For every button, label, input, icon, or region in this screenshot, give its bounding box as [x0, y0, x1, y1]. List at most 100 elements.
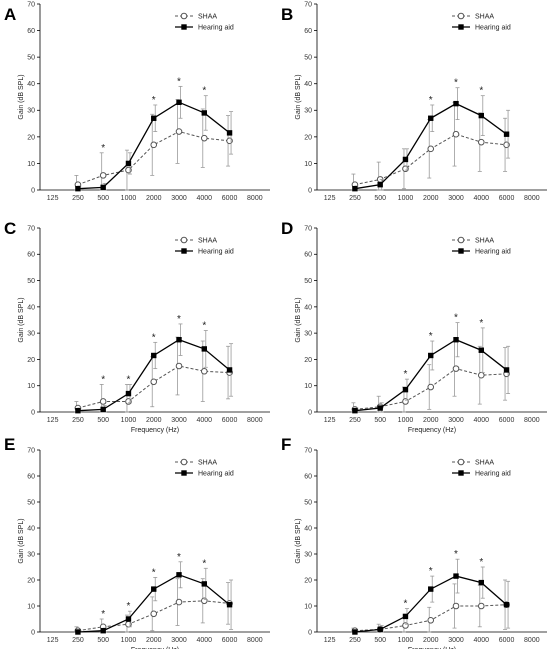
x-tick-label: 2000 — [146, 417, 162, 424]
significance-star: * — [479, 86, 483, 97]
panel-letter: A — [4, 5, 16, 24]
legend-label-hearing-aid: Hearing aid — [198, 471, 234, 478]
data-point-hearing-aid — [75, 185, 81, 192]
y-tick-label: 20 — [27, 577, 35, 584]
legend-label-shaa: SHAA — [198, 460, 217, 467]
x-tick-label: 8000 — [524, 195, 540, 202]
data-point-hearing-aid — [478, 347, 484, 353]
x-tick-label: 3000 — [171, 417, 187, 424]
data-point-hearing-aid — [428, 586, 434, 592]
x-tick-label: 2000 — [146, 637, 162, 644]
data-point-hearing-aid — [478, 112, 484, 119]
x-axis-title: Frequency (Hz) — [131, 427, 179, 434]
data-point-hearing-aid — [151, 115, 157, 121]
x-tick-label: 1000 — [121, 417, 137, 424]
data-point-hearing-aid — [377, 405, 383, 411]
x-tick-label: 125 — [324, 637, 336, 644]
significance-star: * — [479, 318, 483, 329]
x-tick-label: 500 — [374, 637, 386, 644]
data-point-shaa — [200, 367, 208, 375]
significance-star: * — [202, 321, 206, 332]
legend-label-hearing-aid: Hearing aid — [198, 25, 234, 32]
legend-marker-shaa — [457, 12, 465, 20]
legend-label-shaa: SHAA — [475, 14, 494, 21]
significance-star: * — [127, 601, 131, 612]
y-tick-label: 40 — [27, 525, 35, 532]
x-tick-label: 6000 — [222, 417, 238, 424]
x-tick-label: 3000 — [448, 195, 464, 202]
x-tick-label: 4000 — [196, 195, 212, 202]
significance-star: * — [177, 552, 181, 563]
y-tick-label: 10 — [304, 161, 312, 168]
legend: SHAA Hearing aid — [175, 236, 234, 256]
y-tick-label: 40 — [304, 81, 312, 88]
y-tick-label: 70 — [27, 1, 35, 8]
legend-label-hearing-aid: Hearing aid — [475, 249, 511, 256]
data-point-hearing-aid — [428, 115, 434, 121]
x-tick-label: 125 — [324, 195, 336, 202]
data-point-hearing-aid — [453, 100, 459, 107]
x-tick-label: 1000 — [398, 637, 414, 644]
data-point-shaa — [452, 130, 460, 138]
x-tick-label: 250 — [72, 637, 84, 644]
data-point-hearing-aid — [377, 181, 383, 188]
y-tick-label: 50 — [27, 499, 35, 506]
y-tick-label: 30 — [27, 108, 35, 115]
chart-b: B 0 10 20 30 40 50 60 70 125 250 500 1000 2000 3000 400… — [281, 1, 547, 202]
y-tick-label: 70 — [27, 447, 35, 454]
legend-label-shaa: SHAA — [198, 238, 217, 245]
data-point-hearing-aid — [453, 337, 459, 343]
data-point-hearing-aid — [151, 352, 157, 359]
y-tick-label: 30 — [27, 551, 35, 558]
data-point-shaa — [503, 141, 510, 149]
legend-marker-hearing-aid — [181, 248, 187, 254]
y-tick-label: 60 — [27, 28, 35, 35]
y-tick-label: 40 — [27, 304, 35, 311]
significance-star: * — [202, 86, 206, 97]
legend: SHAA Hearing aid — [452, 12, 511, 32]
data-point-shaa — [402, 165, 409, 173]
data-point-shaa — [200, 597, 208, 605]
data-point-hearing-aid — [100, 628, 106, 634]
legend-label-hearing-aid: Hearing aid — [198, 249, 234, 256]
series-hearing-aid — [352, 322, 511, 414]
significance-star: * — [177, 314, 181, 325]
x-tick-label: 2000 — [423, 417, 439, 424]
x-tick-label: 1000 — [121, 195, 137, 202]
data-point-shaa — [125, 166, 132, 174]
legend-label-hearing-aid: Hearing aid — [475, 471, 511, 478]
y-tick-label: 50 — [304, 499, 312, 506]
y-tick-label: 50 — [304, 55, 312, 62]
data-point-shaa — [402, 622, 409, 629]
data-point-hearing-aid — [226, 602, 233, 608]
x-tick-label: 250 — [349, 195, 361, 202]
data-point-shaa — [200, 134, 208, 142]
x-tick-label: 6000 — [222, 637, 238, 644]
x-tick-label: 1000 — [121, 637, 137, 644]
data-point-hearing-aid — [503, 131, 510, 137]
series-hearing-aid — [75, 561, 234, 635]
y-tick-label: 10 — [27, 603, 35, 610]
data-point-shaa — [226, 137, 233, 145]
y-tick-label: 40 — [304, 304, 312, 311]
y-tick-label: 30 — [304, 331, 312, 338]
data-point-shaa — [175, 598, 183, 606]
x-tick-label: 500 — [97, 417, 109, 424]
data-point-hearing-aid — [503, 367, 510, 373]
data-point-shaa — [150, 378, 158, 386]
y-tick-label: 20 — [304, 134, 312, 141]
data-point-hearing-aid — [201, 346, 207, 352]
legend-marker-hearing-aid — [458, 248, 464, 254]
significance-star: * — [454, 549, 458, 560]
data-point-shaa — [99, 398, 107, 405]
y-tick-label: 70 — [27, 225, 35, 232]
legend-label-shaa: SHAA — [475, 238, 494, 245]
y-tick-label: 10 — [304, 603, 312, 610]
data-point-hearing-aid — [151, 586, 157, 592]
data-point-hearing-aid — [402, 156, 409, 163]
data-point-shaa — [477, 371, 485, 379]
y-tick-label: 0 — [31, 409, 35, 416]
x-tick-label: 4000 — [196, 417, 212, 424]
y-tick-label: 20 — [304, 577, 312, 584]
legend-marker-hearing-aid — [458, 24, 464, 30]
